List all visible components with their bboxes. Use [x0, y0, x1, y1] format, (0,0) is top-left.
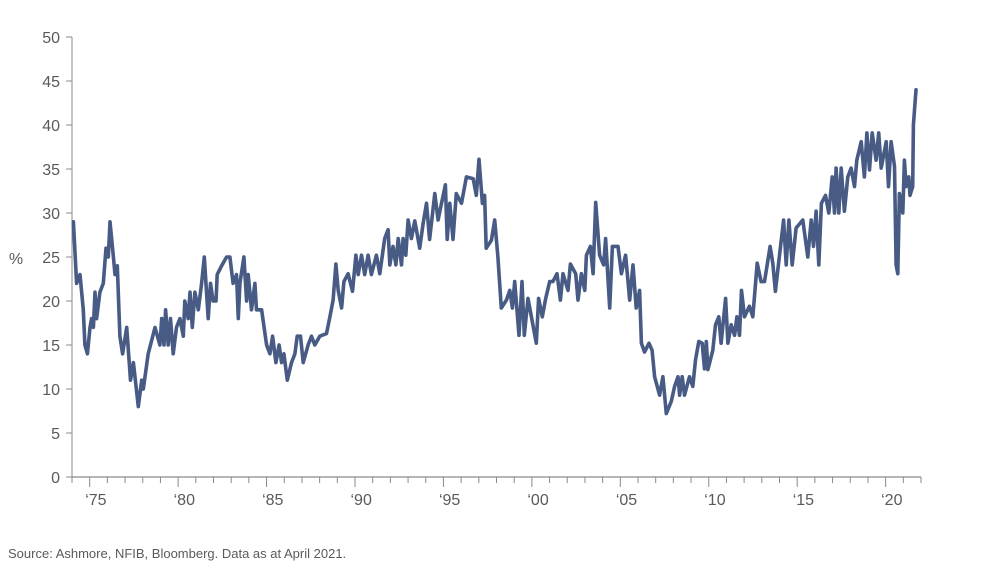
y-tick-label: 5 [51, 426, 60, 443]
x-tick-label: ‘15 [793, 492, 814, 509]
y-tick-label: 15 [42, 338, 60, 355]
y-tick-label: 35 [42, 162, 60, 179]
y-tick-label: 25 [42, 250, 60, 267]
x-tick-label: ‘20 [881, 492, 902, 509]
x-tick-label: ‘95 [439, 492, 460, 509]
x-tick-label: ‘00 [527, 492, 548, 509]
y-axis: 0 5 10 15 20 25 30 35 40 45 50 [42, 30, 73, 487]
y-tick-label: 30 [42, 206, 60, 223]
x-tick-label: ‘80 [174, 492, 195, 509]
series-line [71, 88, 918, 416]
x-tick-label: ‘85 [262, 492, 283, 509]
y-tick-label: 45 [42, 74, 60, 91]
y-tick-label: 40 [42, 118, 60, 135]
x-tick-label: ‘75 [85, 492, 106, 509]
y-tick-label: 0 [51, 470, 60, 487]
y-tick-label: 20 [42, 294, 60, 311]
y-tick-label: 10 [42, 382, 60, 399]
x-tick-label: ‘90 [351, 492, 372, 509]
x-tick-label: ‘10 [704, 492, 725, 509]
y-tick-label: 50 [42, 30, 60, 47]
x-axis: ‘75 ‘80 ‘85 ‘90 ‘95 ‘00 ‘05 ‘10 ‘15 ‘20 [71, 476, 922, 509]
source-note: Source: Ashmore, NFIB, Bloomberg. Data a… [8, 546, 347, 561]
x-tick-label: ‘05 [616, 492, 637, 509]
y-axis-label: % [9, 251, 23, 268]
